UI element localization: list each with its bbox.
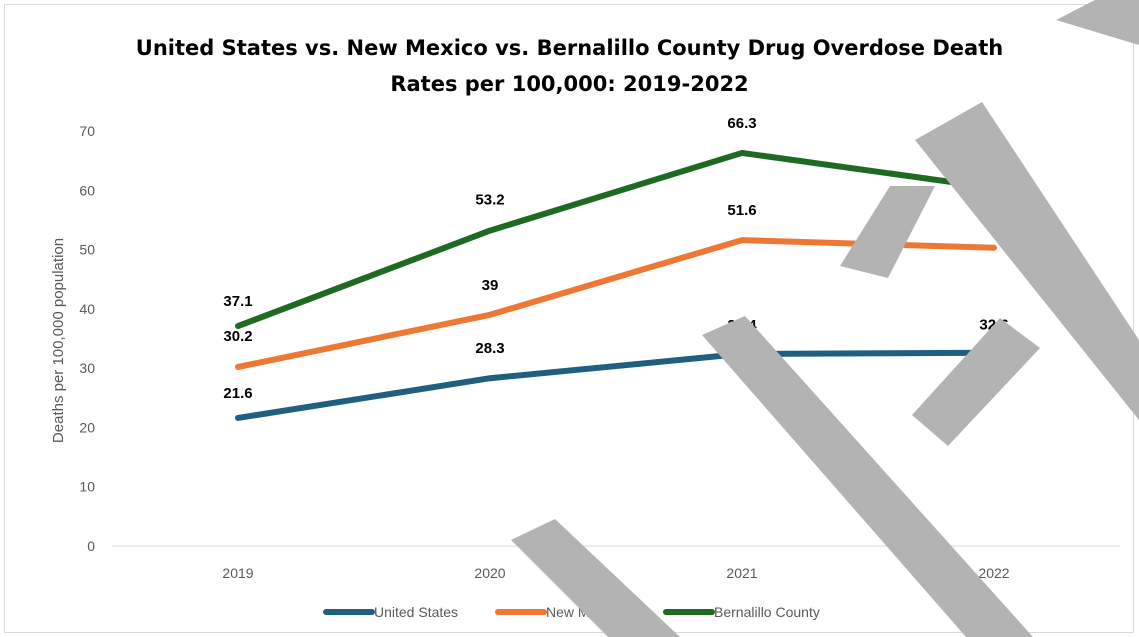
series-line-2 xyxy=(235,149,997,330)
x-tick-label: 2022 xyxy=(978,565,1009,581)
data-label: 37.1 xyxy=(223,293,252,310)
x-tick-label: 2021 xyxy=(726,565,757,581)
y-tick-label: 70 xyxy=(79,123,95,139)
y-tick-label: 40 xyxy=(79,301,95,317)
watermark-letter-a-left xyxy=(511,519,680,637)
watermark-letter-f-stem xyxy=(702,316,1033,637)
chart-frame xyxy=(4,4,1134,633)
legend-label-0: United States xyxy=(374,604,458,620)
watermark-letter-f-mid xyxy=(912,318,1040,446)
legend: United StatesNew MexicoBernalillo County xyxy=(323,604,820,620)
y-tick-label: 10 xyxy=(79,479,95,495)
series-lines xyxy=(235,149,997,421)
data-label: 39 xyxy=(482,277,499,294)
watermark-letter-t-bar xyxy=(915,102,1139,420)
data-label: 28.3 xyxy=(475,340,504,357)
y-axis-label: Deaths per 100,000 population xyxy=(50,238,67,443)
y-tick-label: 30 xyxy=(79,360,95,376)
chart-title-line-1: United States vs. New Mexico vs. Bernali… xyxy=(135,36,1004,60)
y-tick-label: 20 xyxy=(79,419,95,435)
x-tick-label: 2020 xyxy=(474,565,505,581)
chart-title: United States vs. New Mexico vs. Bernali… xyxy=(0,30,1139,102)
x-tick-label: 2019 xyxy=(222,565,253,581)
draft-watermark xyxy=(511,0,1139,637)
watermark-letter-t-stem xyxy=(1056,0,1139,45)
data-label: 66.3 xyxy=(727,115,756,132)
axes: 0 10 20 30 40 50 60 70 2019 2020 2021 2022 Deaths pe… xyxy=(50,123,1120,581)
data-label: 21.6 xyxy=(223,385,252,402)
y-tick-label: 0 xyxy=(87,538,95,554)
legend-label-2: Bernalillo County xyxy=(714,604,820,620)
watermark-letter-f-arm xyxy=(840,186,935,278)
y-tick-label: 50 xyxy=(79,242,95,258)
data-label: 51.6 xyxy=(727,202,756,219)
chart-title-line-2: Rates per 100,000: 2019-2022 xyxy=(390,72,749,96)
data-label: 53.2 xyxy=(475,192,504,209)
y-tick-label: 60 xyxy=(79,182,95,198)
data-label: 30.2 xyxy=(223,328,252,345)
series-line-0 xyxy=(235,349,997,421)
